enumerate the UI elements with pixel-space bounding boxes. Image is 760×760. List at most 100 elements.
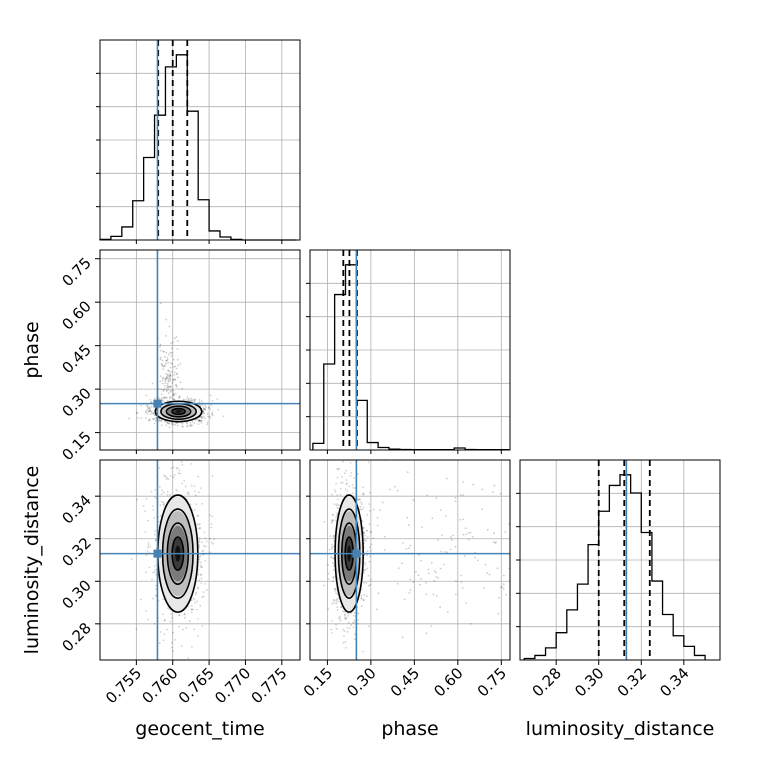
- panel-frame: [99, 249, 301, 451]
- sample-point: [163, 389, 165, 392]
- sample-point: [331, 493, 333, 496]
- sample-point: [187, 399, 190, 401]
- sample-point: [175, 384, 178, 387]
- sample-point: [173, 374, 176, 376]
- sample-point: [366, 567, 369, 570]
- sample-point: [430, 625, 433, 627]
- sample-point: [172, 394, 174, 396]
- sample-point: [165, 359, 168, 362]
- sample-point: [361, 503, 363, 505]
- sample-point: [437, 577, 440, 579]
- sample-point: [459, 518, 461, 521]
- sample-point: [154, 539, 157, 541]
- sample-point: [435, 571, 437, 574]
- sample-point: [452, 534, 454, 537]
- sample-point: [432, 593, 435, 596]
- sample-point: [161, 447, 163, 449]
- sample-point: [323, 521, 326, 523]
- sample-point: [164, 365, 166, 368]
- sample-point: [161, 379, 164, 382]
- sample-point: [514, 553, 516, 555]
- x-tick-label: 0.30: [571, 664, 607, 700]
- sample-point: [196, 586, 199, 589]
- sample-point: [162, 501, 165, 504]
- sample-point: [332, 576, 335, 578]
- sample-point: [336, 606, 339, 608]
- sample-point: [200, 577, 203, 580]
- sample-point: [202, 410, 205, 413]
- sample-point: [200, 574, 203, 576]
- sample-point: [365, 529, 368, 532]
- sample-point: [352, 621, 354, 624]
- sample-point: [165, 375, 168, 378]
- sample-point: [151, 578, 153, 581]
- sample-point: [449, 548, 452, 551]
- sample-point: [199, 419, 201, 422]
- sample-point: [327, 608, 330, 610]
- sample-point: [335, 514, 338, 516]
- sample-point: [167, 386, 170, 388]
- sample-point: [331, 545, 334, 548]
- sample-point: [150, 410, 152, 412]
- sample-point: [169, 379, 171, 382]
- sample-point: [166, 358, 169, 361]
- sample-point: [187, 397, 190, 400]
- sample-point: [163, 350, 165, 353]
- sample-point: [153, 622, 156, 625]
- sample-point: [360, 508, 363, 511]
- sample-point: [204, 545, 207, 548]
- sample-point: [142, 504, 145, 507]
- sample-point: [383, 549, 386, 551]
- sample-point: [169, 373, 172, 375]
- sample-point: [486, 572, 489, 575]
- sample-point: [152, 417, 154, 420]
- sample-point: [335, 598, 338, 601]
- sample-point: [488, 573, 491, 576]
- sample-point: [336, 494, 338, 496]
- histogram-step-phase: [312, 264, 510, 451]
- sample-point: [154, 569, 157, 571]
- sample-point: [153, 422, 156, 425]
- sample-point: [154, 539, 157, 542]
- sample-point: [460, 581, 463, 584]
- sample-point: [428, 572, 430, 575]
- sample-point: [360, 588, 363, 591]
- sample-point: [341, 481, 344, 484]
- sample-point: [164, 475, 167, 477]
- sample-point: [148, 406, 151, 408]
- x-axis-title-geocent_time: geocent_time: [135, 718, 264, 740]
- sample-point: [167, 380, 170, 383]
- sample-point: [365, 540, 368, 542]
- sample-point: [163, 619, 166, 622]
- sample-point: [202, 595, 205, 598]
- sample-point: [144, 571, 147, 574]
- sample-point: [194, 494, 197, 497]
- sample-point: [505, 593, 508, 596]
- sample-point: [209, 408, 212, 410]
- sample-point: [333, 602, 336, 604]
- sample-point: [146, 405, 149, 408]
- sample-point: [171, 646, 173, 649]
- sample-point: [461, 587, 464, 589]
- sample-point: [179, 381, 182, 384]
- sample-point: [165, 424, 168, 427]
- sample-point: [152, 418, 155, 421]
- sample-point: [193, 490, 196, 493]
- sample-point: [208, 406, 210, 409]
- sample-point: [379, 509, 382, 511]
- sample-point: [159, 356, 162, 359]
- sample-point: [169, 378, 172, 381]
- sample-point: [172, 378, 175, 381]
- sample-point: [169, 371, 171, 373]
- sample-point: [169, 620, 172, 623]
- sample-point: [166, 384, 169, 387]
- sample-point: [178, 614, 181, 616]
- sample-point: [199, 554, 202, 557]
- sample-point: [181, 422, 184, 425]
- sample-point: [360, 501, 362, 504]
- sample-point: [163, 388, 166, 391]
- sample-point: [210, 523, 213, 525]
- sample-point: [345, 617, 348, 619]
- sample-point: [397, 567, 400, 569]
- sample-point: [361, 597, 363, 600]
